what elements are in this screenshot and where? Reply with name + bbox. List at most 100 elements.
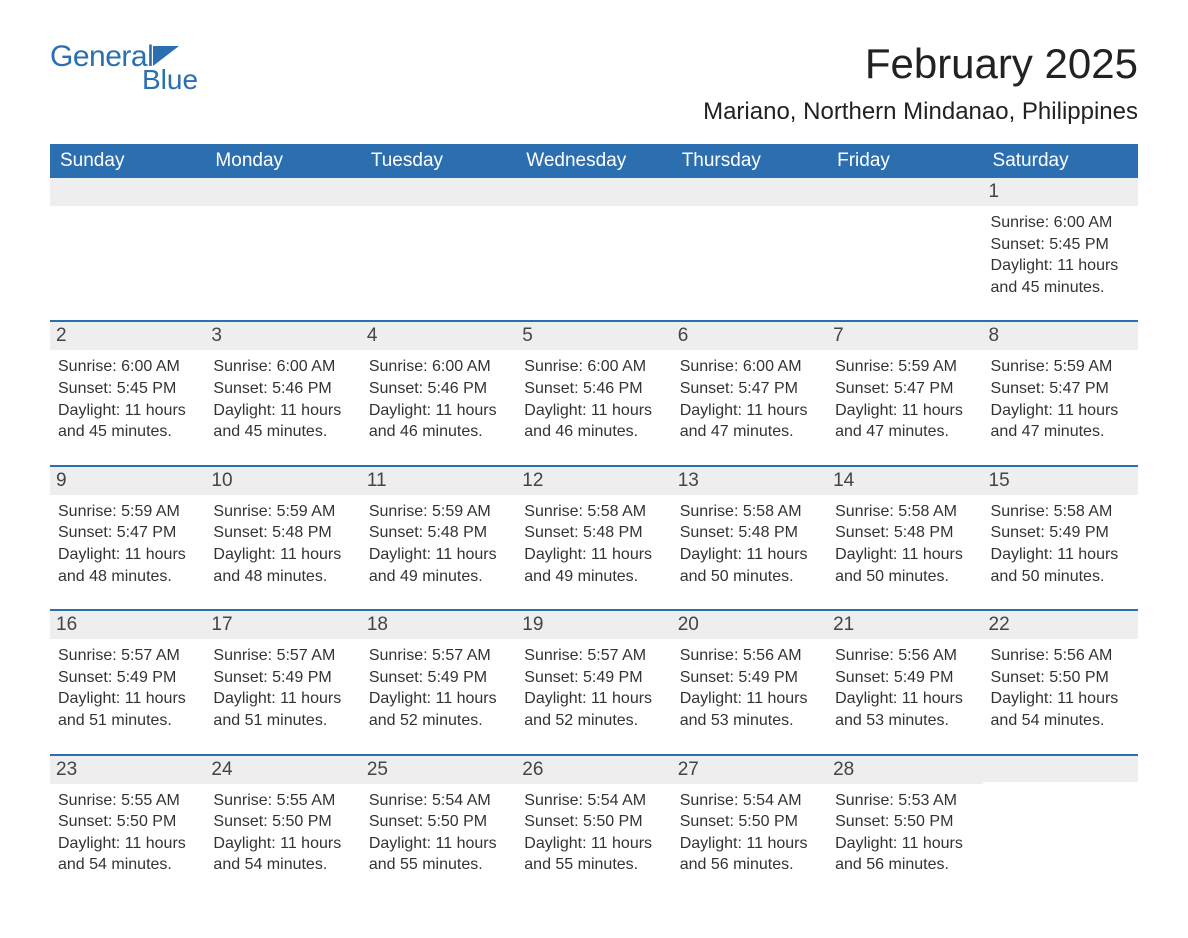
day-number [827,178,982,206]
sunset-text: Sunset: 5:49 PM [991,522,1132,544]
day-info: Sunrise: 5:56 AMSunset: 5:49 PMDaylight:… [833,645,976,731]
day-cell: 25Sunrise: 5:54 AMSunset: 5:50 PMDayligh… [361,754,516,884]
calendar: Sunday Monday Tuesday Wednesday Thursday… [50,144,1138,884]
header: General Blue February 2025 Mariano, Nort… [50,40,1138,126]
sunset-text: Sunset: 5:47 PM [58,522,199,544]
day-cell: 22Sunrise: 5:56 AMSunset: 5:50 PMDayligh… [983,609,1138,739]
weeks-container: 1Sunrise: 6:00 AMSunset: 5:45 PMDaylight… [50,178,1138,884]
logo-flag-icon [153,46,179,66]
day-info: Sunrise: 5:59 AMSunset: 5:48 PMDaylight:… [211,501,354,587]
day-info: Sunrise: 5:59 AMSunset: 5:47 PMDaylight:… [56,501,199,587]
sunset-text: Sunset: 5:45 PM [991,234,1132,256]
day-cell: 20Sunrise: 5:56 AMSunset: 5:49 PMDayligh… [672,609,827,739]
month-title: February 2025 [703,40,1138,88]
day-info: Sunrise: 5:57 AMSunset: 5:49 PMDaylight:… [56,645,199,731]
day-info: Sunrise: 5:54 AMSunset: 5:50 PMDaylight:… [678,790,821,876]
logo: General Blue [50,40,198,96]
sunrise-text: Sunrise: 5:58 AM [835,501,976,523]
daylight-text: Daylight: 11 hours and 53 minutes. [835,688,976,731]
day-cell: 4Sunrise: 6:00 AMSunset: 5:46 PMDaylight… [361,320,516,450]
day-info: Sunrise: 5:56 AMSunset: 5:49 PMDaylight:… [678,645,821,731]
sunset-text: Sunset: 5:48 PM [369,522,510,544]
sunset-text: Sunset: 5:48 PM [835,522,976,544]
day-number: 7 [827,320,982,350]
day-number: 16 [50,609,205,639]
weekday-header: Sunday Monday Tuesday Wednesday Thursday… [50,144,1138,178]
day-number: 15 [983,465,1138,495]
day-number [672,178,827,206]
sunset-text: Sunset: 5:47 PM [991,378,1132,400]
daylight-text: Daylight: 11 hours and 54 minutes. [58,833,199,876]
day-number: 5 [516,320,671,350]
sunset-text: Sunset: 5:46 PM [524,378,665,400]
sunset-text: Sunset: 5:45 PM [58,378,199,400]
daylight-text: Daylight: 11 hours and 52 minutes. [369,688,510,731]
day-number [361,178,516,206]
sunrise-text: Sunrise: 5:57 AM [369,645,510,667]
sunset-text: Sunset: 5:47 PM [835,378,976,400]
day-info: Sunrise: 5:59 AMSunset: 5:47 PMDaylight:… [989,356,1132,442]
sunset-text: Sunset: 5:50 PM [680,811,821,833]
daylight-text: Daylight: 11 hours and 56 minutes. [835,833,976,876]
sunrise-text: Sunrise: 5:54 AM [524,790,665,812]
daylight-text: Daylight: 11 hours and 47 minutes. [680,400,821,443]
day-info: Sunrise: 6:00 AMSunset: 5:46 PMDaylight:… [367,356,510,442]
day-number: 21 [827,609,982,639]
day-info: Sunrise: 5:59 AMSunset: 5:48 PMDaylight:… [367,501,510,587]
day-number [983,754,1138,782]
day-cell: 14Sunrise: 5:58 AMSunset: 5:48 PMDayligh… [827,465,982,595]
day-number: 18 [361,609,516,639]
day-info: Sunrise: 6:00 AMSunset: 5:47 PMDaylight:… [678,356,821,442]
day-cell [205,178,360,306]
sunrise-text: Sunrise: 5:57 AM [213,645,354,667]
day-number: 13 [672,465,827,495]
day-number: 22 [983,609,1138,639]
daylight-text: Daylight: 11 hours and 53 minutes. [680,688,821,731]
day-info: Sunrise: 5:53 AMSunset: 5:50 PMDaylight:… [833,790,976,876]
day-cell: 9Sunrise: 5:59 AMSunset: 5:47 PMDaylight… [50,465,205,595]
day-info: Sunrise: 5:58 AMSunset: 5:48 PMDaylight:… [522,501,665,587]
sunrise-text: Sunrise: 5:57 AM [58,645,199,667]
day-number: 26 [516,754,671,784]
day-number: 8 [983,320,1138,350]
sunrise-text: Sunrise: 5:58 AM [680,501,821,523]
daylight-text: Daylight: 11 hours and 54 minutes. [213,833,354,876]
day-number: 1 [983,178,1138,206]
sunrise-text: Sunrise: 6:00 AM [213,356,354,378]
sunset-text: Sunset: 5:50 PM [369,811,510,833]
day-info: Sunrise: 6:00 AMSunset: 5:46 PMDaylight:… [211,356,354,442]
day-cell: 3Sunrise: 6:00 AMSunset: 5:46 PMDaylight… [205,320,360,450]
sunrise-text: Sunrise: 5:59 AM [58,501,199,523]
daylight-text: Daylight: 11 hours and 52 minutes. [524,688,665,731]
day-cell: 5Sunrise: 6:00 AMSunset: 5:46 PMDaylight… [516,320,671,450]
day-cell [672,178,827,306]
day-cell: 11Sunrise: 5:59 AMSunset: 5:48 PMDayligh… [361,465,516,595]
daylight-text: Daylight: 11 hours and 47 minutes. [991,400,1132,443]
weekday-monday: Monday [205,144,360,178]
daylight-text: Daylight: 11 hours and 45 minutes. [58,400,199,443]
day-cell: 2Sunrise: 6:00 AMSunset: 5:45 PMDaylight… [50,320,205,450]
weekday-wednesday: Wednesday [516,144,671,178]
day-cell: 7Sunrise: 5:59 AMSunset: 5:47 PMDaylight… [827,320,982,450]
day-cell: 13Sunrise: 5:58 AMSunset: 5:48 PMDayligh… [672,465,827,595]
sunrise-text: Sunrise: 5:57 AM [524,645,665,667]
daylight-text: Daylight: 11 hours and 46 minutes. [369,400,510,443]
day-info: Sunrise: 5:57 AMSunset: 5:49 PMDaylight:… [522,645,665,731]
daylight-text: Daylight: 11 hours and 49 minutes. [369,544,510,587]
day-cell: 1Sunrise: 6:00 AMSunset: 5:45 PMDaylight… [983,178,1138,306]
sunrise-text: Sunrise: 5:56 AM [680,645,821,667]
daylight-text: Daylight: 11 hours and 50 minutes. [680,544,821,587]
weekday-sunday: Sunday [50,144,205,178]
day-cell: 18 Sunrise: 5:57 AMSunset: 5:49 PMDayligh… [361,609,516,739]
day-cell: 24Sunrise: 5:55 AMSunset: 5:50 PMDayligh… [205,754,360,884]
day-cell: 23Sunrise: 5:55 AMSunset: 5:50 PMDayligh… [50,754,205,884]
daylight-text: Daylight: 11 hours and 51 minutes. [58,688,199,731]
day-cell: 10Sunrise: 5:59 AMSunset: 5:48 PMDayligh… [205,465,360,595]
weekday-saturday: Saturday [983,144,1138,178]
sunrise-text: Sunrise: 5:55 AM [58,790,199,812]
daylight-text: Daylight: 11 hours and 46 minutes. [524,400,665,443]
day-cell: 12Sunrise: 5:58 AMSunset: 5:48 PMDayligh… [516,465,671,595]
day-info: Sunrise: 5:57 AMSunset: 5:49 PMDaylight:… [367,645,510,731]
daylight-text: Daylight: 11 hours and 55 minutes. [369,833,510,876]
day-number: 19 [516,609,671,639]
